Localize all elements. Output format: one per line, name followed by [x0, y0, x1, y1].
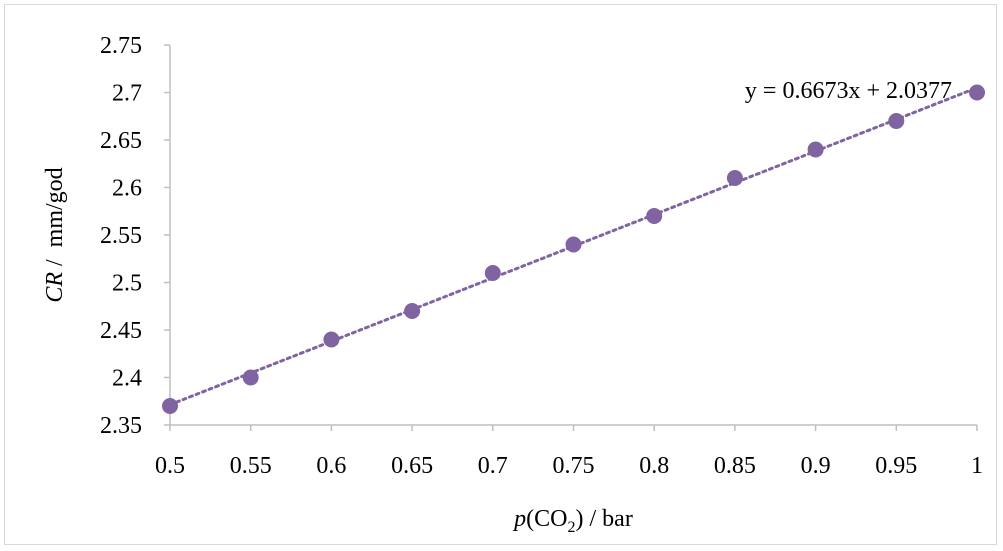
x-tick-label: 0.7 — [478, 453, 508, 479]
x-tick-label: 0.85 — [714, 453, 756, 479]
x-axis-title-prefix: (CO — [526, 506, 567, 532]
x-axis-title-subscript: 2 — [568, 519, 576, 536]
data-point — [323, 331, 340, 348]
x-tick-label: 0.8 — [639, 453, 669, 479]
data-point — [888, 113, 905, 129]
y-tick-label: 2.55 — [100, 223, 142, 249]
x-tick-label: 0.5 — [155, 453, 185, 479]
data-point — [726, 170, 743, 186]
y-tick-label: 2.7 — [112, 81, 142, 107]
x-tick-label: 0.55 — [230, 453, 272, 479]
data-point — [484, 265, 501, 281]
data-point — [404, 303, 421, 319]
data-point — [969, 84, 985, 101]
data-point — [565, 236, 582, 253]
data-points — [162, 84, 985, 414]
y-axis-title: CR / mm/god — [42, 167, 68, 302]
x-tick-label: 1 — [971, 453, 983, 479]
y-axis-ticks: 2.35 2.4 2.45 2.5 2.55 2.6 2.65 2.7 2.75 — [100, 33, 170, 439]
x-axis-title-variable: p — [512, 506, 526, 532]
y-tick-label: 2.4 — [112, 366, 142, 392]
data-point — [646, 208, 663, 224]
y-tick-label: 2.45 — [100, 318, 142, 344]
y-axis-title-unit: / mm/god — [42, 167, 68, 272]
y-tick-label: 2.6 — [112, 176, 142, 202]
y-tick-label: 2.75 — [100, 33, 142, 59]
data-point — [162, 398, 178, 414]
x-tick-label: 0.75 — [553, 453, 595, 479]
y-tick-label: 2.5 — [112, 271, 142, 297]
x-tick-label: 0.9 — [801, 453, 831, 479]
x-axis-title: p(CO2) / bar — [512, 506, 633, 536]
x-axis-ticks: 0.5 0.55 0.6 0.65 0.7 0.75 0.8 0.85 0.9 0.95 1 — [155, 425, 983, 479]
data-point — [242, 369, 259, 386]
y-tick-label: 2.35 — [100, 413, 142, 439]
trendline-equation: y = 0.6673x + 2.0377 — [745, 78, 952, 104]
x-axis-title-suffix: ) / bar — [576, 506, 633, 532]
x-tick-label: 0.65 — [391, 453, 433, 479]
y-axis-title-variable: CR — [42, 272, 68, 303]
x-tick-label: 0.95 — [875, 453, 917, 479]
x-tick-label: 0.6 — [316, 453, 346, 479]
data-point — [807, 141, 824, 158]
y-tick-label: 2.65 — [100, 128, 142, 154]
